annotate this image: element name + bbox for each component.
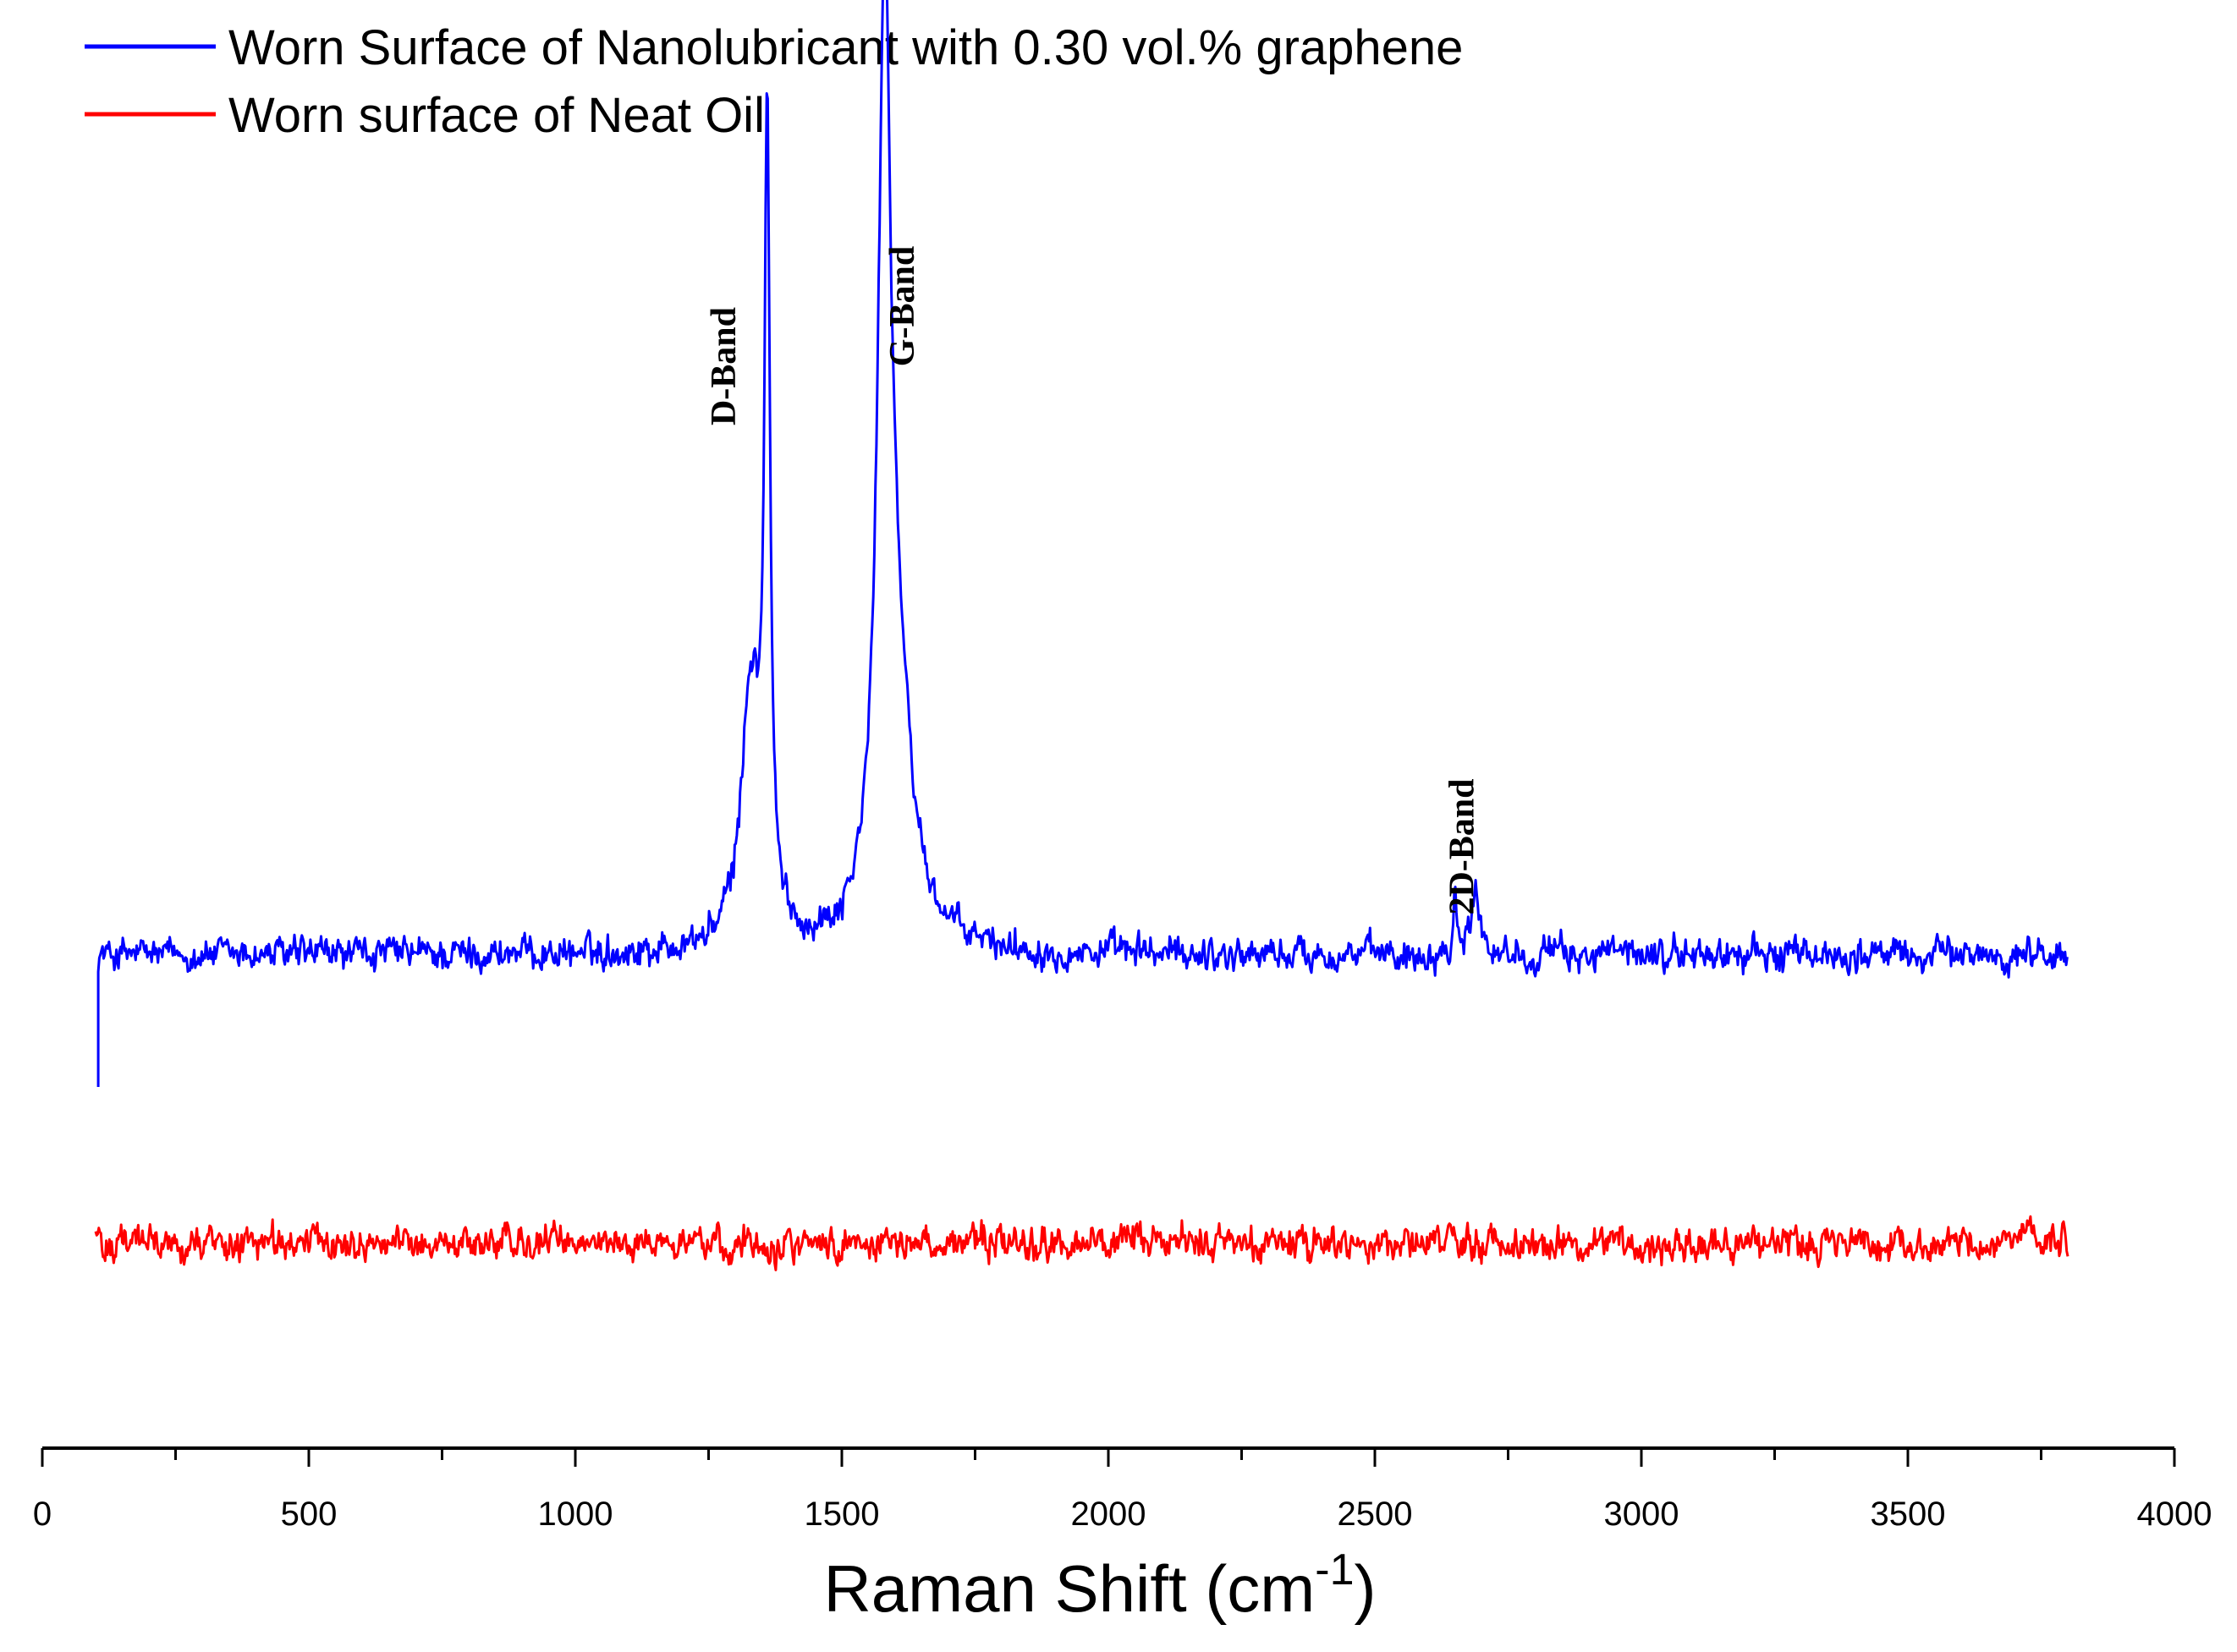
x-axis-title: Raman Shift (cm-1) [823,1545,1376,1626]
x-tick-label-0: 0 [33,1496,52,1533]
x-tick-label-1000: 1000 [538,1496,613,1533]
x-tick-label-2000: 2000 [1071,1496,1146,1533]
x-tick-label-3500: 3500 [1871,1496,1946,1533]
x-tick-label-3000: 3000 [1604,1496,1679,1533]
annotation-2d-band: 2D-Band [1443,778,1482,914]
series-line-graphene [96,0,2069,1087]
x-tick-label-2500: 2500 [1338,1496,1413,1533]
x-axis: 0 500 1000 1500 2000 2500 3000 3500 4000 [33,1446,2212,1533]
band-annotations: D-Band G-Band 2D-Band [705,246,1482,915]
x-tick-label-4000: 4000 [2137,1496,2212,1533]
x-tick-label-500: 500 [281,1496,338,1533]
legend-label-neat-oil: Worn surface of Neat Oil [228,88,765,143]
annotation-d-band: D-Band [705,307,744,425]
legend: Worn Surface of Nanolubricant with 0.30 … [85,20,1463,143]
series-line-neat-oil [94,1215,2069,1271]
plot-area [94,0,2069,1271]
annotation-g-band: G-Band [883,246,922,366]
x-tick-label-1500: 1500 [805,1496,880,1533]
legend-label-graphene: Worn Surface of Nanolubricant with 0.30 … [228,20,1463,75]
x-axis-title-superscript: -1 [1315,1545,1354,1594]
